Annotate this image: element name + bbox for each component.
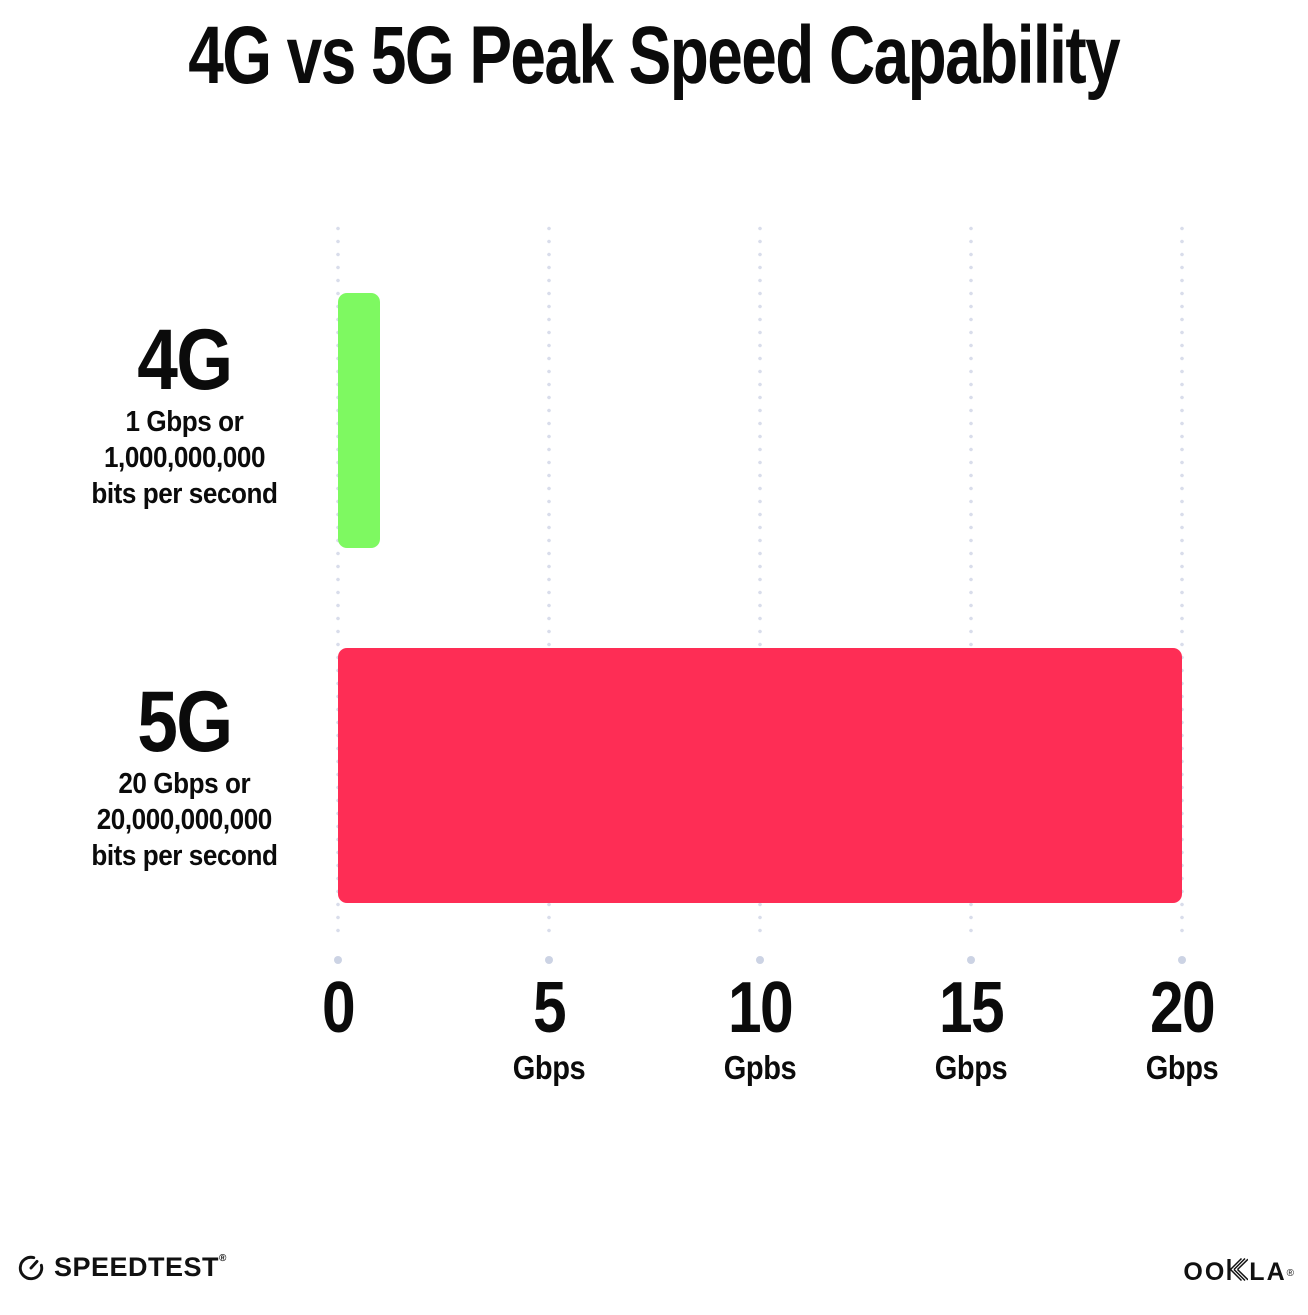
tick-unit-5: Gbps	[512, 1049, 586, 1086]
category-name-4g: 4G	[136, 312, 233, 408]
tick-label-0: 0	[322, 968, 356, 1048]
category-desc-5g-line1: 20 Gbps or	[118, 768, 250, 800]
speedtest-trademark: ®	[219, 1253, 227, 1264]
bar-5g	[338, 648, 1182, 903]
x-axis-tick-0: 0	[319, 972, 357, 1050]
row-label-4g: 4G 1 Gbps or 1,000,000,000 bits per seco…	[48, 316, 320, 512]
gridline-15	[969, 222, 973, 938]
x-axis-tick-5: 5 Gbps	[508, 972, 590, 1086]
tick-label-20: 20	[1150, 968, 1216, 1048]
speedtest-gauge-icon	[16, 1253, 46, 1283]
ookla-trademark: ®	[1286, 1268, 1294, 1279]
row-label-5g: 5G 20 Gbps or 20,000,000,000 bits per se…	[48, 678, 320, 874]
ookla-wordmark-suffix: LA	[1249, 1258, 1287, 1286]
x-axis-tick-10: 10 Gpbs	[719, 972, 801, 1086]
page-title-text: 4G vs 5G Peak Speed Capability	[188, 10, 1121, 101]
x-axis-tick-20: 20 Gbps	[1141, 972, 1223, 1086]
speedtest-logo: SPEEDTEST®	[16, 1252, 227, 1283]
gridline-0	[336, 222, 340, 938]
ookla-wordmark-prefix: OO	[1183, 1258, 1227, 1286]
category-name-5g: 5G	[136, 674, 233, 770]
tick-label-10: 10	[728, 968, 794, 1048]
category-desc-4g-line2: 1,000,000,000	[103, 442, 265, 474]
bar-4g	[338, 293, 381, 548]
gridline-5	[547, 222, 551, 938]
ookla-k-icon	[1226, 1256, 1249, 1288]
x-axis: 0 5 Gbps 10 Gpbs 15 Gbps 20 Gbps	[322, 972, 1219, 1102]
category-desc-4g-line3: bits per second	[90, 478, 278, 510]
ookla-logo: OO LA ®	[1183, 1256, 1294, 1288]
x-axis-tick-15: 15 Gbps	[930, 972, 1012, 1086]
gridline-20	[1180, 222, 1184, 938]
tick-unit-20: Gbps	[1145, 1049, 1219, 1086]
tick-label-15: 15	[939, 968, 1005, 1048]
category-desc-5g-line2: 20,000,000,000	[96, 804, 272, 836]
tick-unit-10: Gpbs	[723, 1049, 797, 1086]
plot-area	[336, 222, 1184, 960]
tick-label-5: 5	[533, 968, 567, 1048]
page-title: 4G vs 5G Peak Speed Capability	[0, 6, 1308, 106]
tick-unit-15: Gbps	[934, 1049, 1008, 1086]
speedtest-wordmark: SPEEDTEST®	[54, 1252, 227, 1282]
category-desc-4g-line1: 1 Gbps or	[125, 406, 243, 438]
gridline-10	[758, 222, 762, 938]
category-desc-5g-line3: bits per second	[90, 840, 278, 872]
